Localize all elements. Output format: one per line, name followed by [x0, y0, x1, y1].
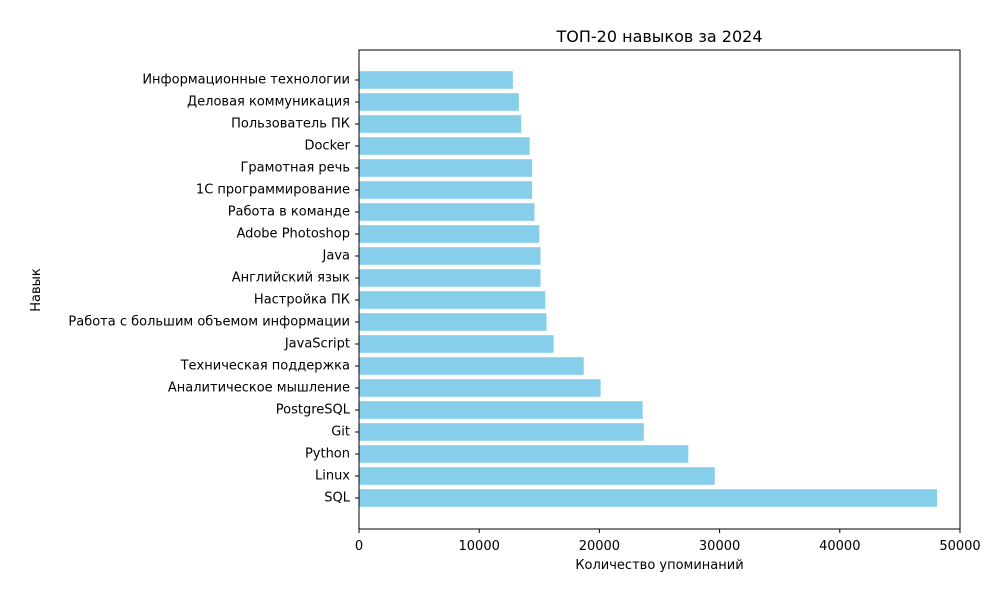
- bar: [359, 445, 689, 463]
- bar: [359, 357, 584, 375]
- y-tick-label: Java: [322, 249, 350, 264]
- y-tick-label: PostgreSQL: [276, 403, 351, 418]
- y-tick-label: Информационные технологии: [142, 73, 350, 88]
- y-tick-label: Работа в команде: [228, 205, 350, 220]
- chart-title: ТОП-20 навыков за 2024: [555, 27, 762, 46]
- y-tick-label: Adobe Photoshop: [236, 227, 350, 242]
- y-axis-label: Навык: [29, 268, 44, 312]
- bar: [359, 313, 547, 331]
- y-tick-label: Английский язык: [232, 271, 350, 286]
- y-tick-label: Деловая коммуникация: [187, 95, 350, 110]
- bar: [359, 335, 554, 353]
- bar: [359, 489, 938, 507]
- y-tick-label: Грамотная речь: [241, 161, 351, 176]
- y-tick-label: Настройка ПК: [254, 293, 350, 308]
- bar: [359, 137, 530, 155]
- y-axis-ticks: SQL Linux Python Git PostgreSQL Аналитическое…: [68, 73, 359, 506]
- x-tick-label: 20000: [579, 539, 620, 554]
- bar: [359, 71, 513, 89]
- x-tick-label: 30000: [699, 539, 740, 554]
- y-tick-label: Linux: [315, 469, 350, 484]
- bar: [359, 181, 533, 199]
- bar: [359, 269, 541, 287]
- x-axis-ticks: 0 10000 20000 30000 40000 50000: [355, 529, 981, 554]
- bar: [359, 467, 715, 485]
- y-tick-label: SQL: [324, 491, 350, 506]
- bar: [359, 401, 643, 419]
- bar: [359, 115, 522, 133]
- x-tick-label: 50000: [939, 539, 980, 554]
- bar: [359, 379, 601, 397]
- y-tick-label: JavaScript: [284, 337, 350, 352]
- y-tick-label: Docker: [304, 139, 350, 154]
- x-tick-label: 40000: [819, 539, 860, 554]
- y-tick-label: Python: [305, 447, 350, 462]
- y-tick-label: Работа с большим объемом информации: [68, 315, 350, 330]
- x-tick-label: 10000: [459, 539, 500, 554]
- bar: [359, 159, 533, 177]
- bar: [359, 225, 540, 243]
- bar: [359, 203, 535, 221]
- bar: [359, 93, 519, 111]
- plot-frame: [358, 49, 961, 530]
- y-tick-label: Git: [331, 425, 350, 440]
- bar: [359, 247, 541, 265]
- bars-group: [359, 71, 938, 507]
- y-tick-label: 1С программирование: [196, 183, 350, 198]
- y-tick-label: Техническая поддержка: [180, 359, 350, 374]
- bar: [359, 291, 546, 309]
- bar: [359, 423, 644, 441]
- x-tick-label: 0: [355, 539, 363, 554]
- x-axis-label: Количество упоминаний: [575, 558, 743, 573]
- y-tick-label: Аналитическое мышление: [168, 381, 350, 396]
- y-tick-label: Пользователь ПК: [231, 117, 350, 132]
